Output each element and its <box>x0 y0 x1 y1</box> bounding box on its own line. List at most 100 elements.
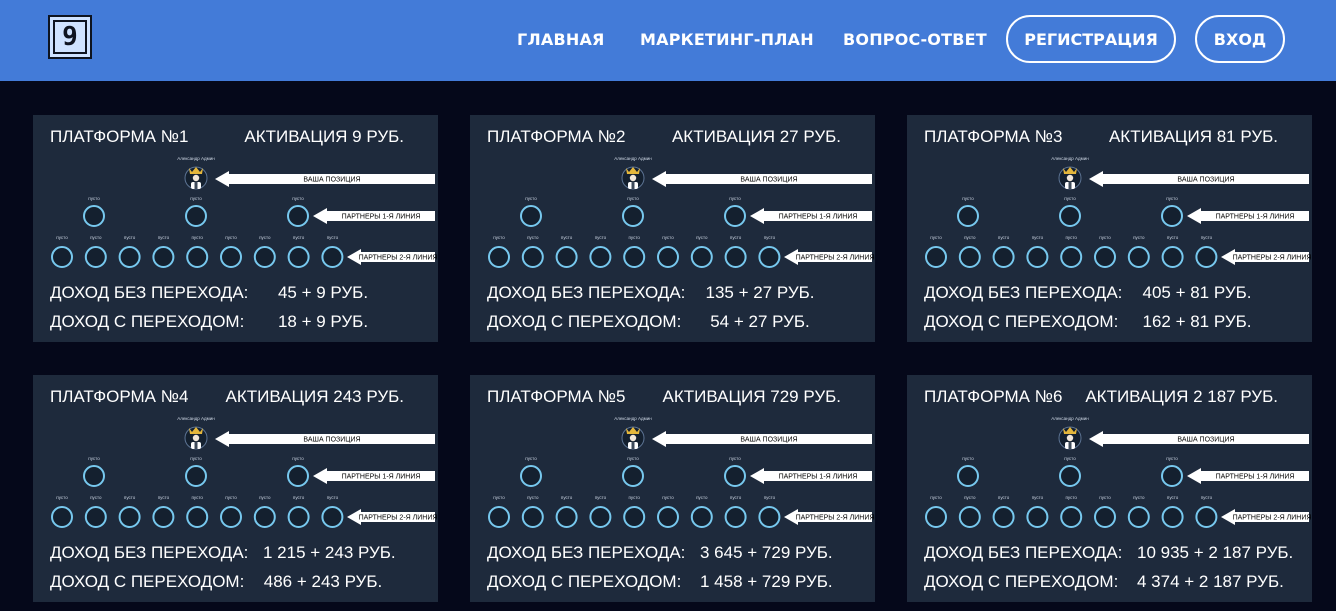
arrow-shape <box>1221 249 1309 265</box>
arrow-shape <box>652 171 872 187</box>
arrow-label: ПАРТНЕРЫ 2-Я ЛИНИЯ <box>784 249 874 265</box>
arrow-label: ВАША ПОЗИЦИЯ <box>652 431 872 447</box>
owner-name: Александр Админ <box>1051 416 1089 421</box>
line2-slot: пусто <box>220 495 242 528</box>
line2-slot: пусто <box>220 235 242 268</box>
slot-label: пусто <box>88 456 100 461</box>
empty-slot-circle <box>287 506 310 528</box>
arrow-label: ПАРТНЕРЫ 2-Я ЛИНИЯ <box>347 249 437 265</box>
empty-slot-circle <box>958 246 981 268</box>
empty-slot-circle <box>185 205 207 227</box>
empty-slot-circle <box>51 506 73 528</box>
empty-slot-circle <box>657 506 679 528</box>
empty-slot-circle <box>84 246 107 268</box>
empty-slot-circle <box>220 506 242 528</box>
income-no-transition-label: ДОХОД БЕЗ ПЕРЕХОДА: <box>924 543 1123 562</box>
empty-slot-circle <box>186 506 209 528</box>
activation-price: АКТИВАЦИЯ 243 РУБ. <box>225 387 404 406</box>
crown-icon <box>189 427 203 434</box>
income-no-transition-label: ДОХОД БЕЗ ПЕРЕХОДА: <box>50 283 249 302</box>
slot-label: пусто <box>1064 196 1076 201</box>
empty-slot-circle <box>51 246 73 268</box>
slot-label: пусто <box>493 495 505 500</box>
slot-label: пусто <box>1166 196 1178 201</box>
nav-link-marketing-plan[interactable]: МАРКЕТИНГ-ПЛАН <box>640 30 814 49</box>
owner-name: Александр Админ <box>1051 156 1089 161</box>
slot-label: пусто <box>1099 235 1111 240</box>
income-no-transition-value: 45 + 9 РУБ. <box>277 283 369 302</box>
activation-price: АКТИВАЦИЯ 2 187 РУБ. <box>1085 387 1278 406</box>
empty-slot-circle <box>622 205 644 227</box>
empty-slot-circle <box>1094 506 1116 528</box>
arrow-label: ПАРТНЕРЫ 2-Я ЛИНИЯ <box>347 509 437 525</box>
logo-mark: 9 <box>53 20 87 54</box>
line2-slot: пусто <box>1127 235 1150 268</box>
line1-slot: пусто <box>83 196 105 227</box>
slot-label: пусто <box>662 495 674 500</box>
site-logo[interactable]: 9 <box>48 15 92 59</box>
arrow-text: ВАША ПОЗИЦИЯ <box>1177 437 1234 444</box>
slot-label: пусто <box>293 235 305 240</box>
nav-link-home[interactable]: ГЛАВНАЯ <box>517 30 605 49</box>
arrow-label: ВАША ПОЗИЦИЯ <box>215 171 435 187</box>
empty-slot-circle <box>287 246 310 268</box>
empty-slot-circle <box>287 205 309 227</box>
arrow-label: ВАША ПОЗИЦИЯ <box>1089 431 1309 447</box>
arrow-shape <box>1187 468 1309 484</box>
line2-slot: пусто <box>690 235 713 268</box>
line1-slot: пусто <box>1059 196 1081 227</box>
empty-slot-circle <box>1161 465 1183 487</box>
arrow-shape <box>1221 509 1309 525</box>
platform-structure-diagram: Александр Админ ВАША ПОЗИЦИЯ пусто пусто пус… <box>925 416 1312 528</box>
line2-slot: пусто <box>118 235 141 268</box>
nav-link-faq[interactable]: ВОПРОС-ОТВЕТ <box>843 30 987 49</box>
line2-slot: пусто <box>1094 235 1116 268</box>
arrow-label: ПАРТНЕРЫ 2-Я ЛИНИЯ <box>784 509 874 525</box>
arrow-shape <box>750 468 872 484</box>
slot-label: пусто <box>191 495 203 500</box>
empty-slot-circle <box>488 246 510 268</box>
line2-slot: пусто <box>925 235 947 268</box>
income-no-transition-value: 1 215 + 243 РУБ. <box>263 543 396 562</box>
income-with-transition-value: 4 374 + 2 187 РУБ. <box>1137 572 1284 591</box>
arrow-label: ПАРТНЕРЫ 1-Я ЛИНИЯ <box>1187 208 1309 224</box>
income-with-transition-value: 162 + 81 РУБ. <box>1142 312 1252 331</box>
platform-card-3: Александр Админ ВАША ПОЗИЦИЯ пусто пусто пус… <box>907 115 1312 342</box>
platform-card-5: Александр Админ ВАША ПОЗИЦИЯ пусто пусто пус… <box>470 375 875 602</box>
line2-slot: пусто <box>958 495 981 528</box>
arrow-text: ПАРТНЕРЫ 1-Я ЛИНИЯ <box>779 474 858 481</box>
slot-label: пусто <box>595 495 607 500</box>
slot-label: пусто <box>225 495 237 500</box>
arrow-shape <box>347 509 435 525</box>
income-with-transition-label: ДОХОД С ПЕРЕХОДОМ: <box>487 312 682 331</box>
owner-avatar <box>621 426 645 450</box>
register-button[interactable]: РЕГИСТРАЦИЯ <box>1006 15 1176 63</box>
empty-slot-circle <box>321 506 344 528</box>
owner-avatar <box>184 426 208 450</box>
empty-slot-circle <box>83 465 105 487</box>
empty-slot-circle <box>1127 246 1150 268</box>
slot-label: пусто <box>1032 495 1044 500</box>
line2-slot: пусто <box>1026 495 1049 528</box>
slot-label: пусто <box>561 235 573 240</box>
line2-slot: пусто <box>1161 495 1184 528</box>
slot-label: пусто <box>962 196 974 201</box>
line2-slot: пусто <box>287 235 310 268</box>
empty-slot-circle <box>1026 246 1049 268</box>
slot-label: пусто <box>1167 235 1179 240</box>
slot-label: пусто <box>191 235 203 240</box>
arrow-text: ПАРТНЕРЫ 2-Я ЛИНИЯ <box>1233 515 1312 522</box>
avatar-head <box>629 174 637 182</box>
slot-label: пусто <box>696 495 708 500</box>
empty-slot-circle <box>925 506 947 528</box>
empty-slot-circle <box>758 506 781 528</box>
slot-label: пусто <box>90 495 102 500</box>
empty-slot-circle <box>958 506 981 528</box>
arrow-text: ВАША ПОЗИЦИЯ <box>1177 177 1234 184</box>
arrow-text: ПАРТНЕРЫ 1-Я ЛИНИЯ <box>779 214 858 221</box>
arrow-shape <box>1089 431 1309 447</box>
slot-label: пусто <box>56 495 68 500</box>
login-button[interactable]: ВХОД <box>1195 15 1285 63</box>
slot-label: пусто <box>1065 495 1077 500</box>
income-no-transition-label: ДОХОД БЕЗ ПЕРЕХОДА: <box>487 283 686 302</box>
